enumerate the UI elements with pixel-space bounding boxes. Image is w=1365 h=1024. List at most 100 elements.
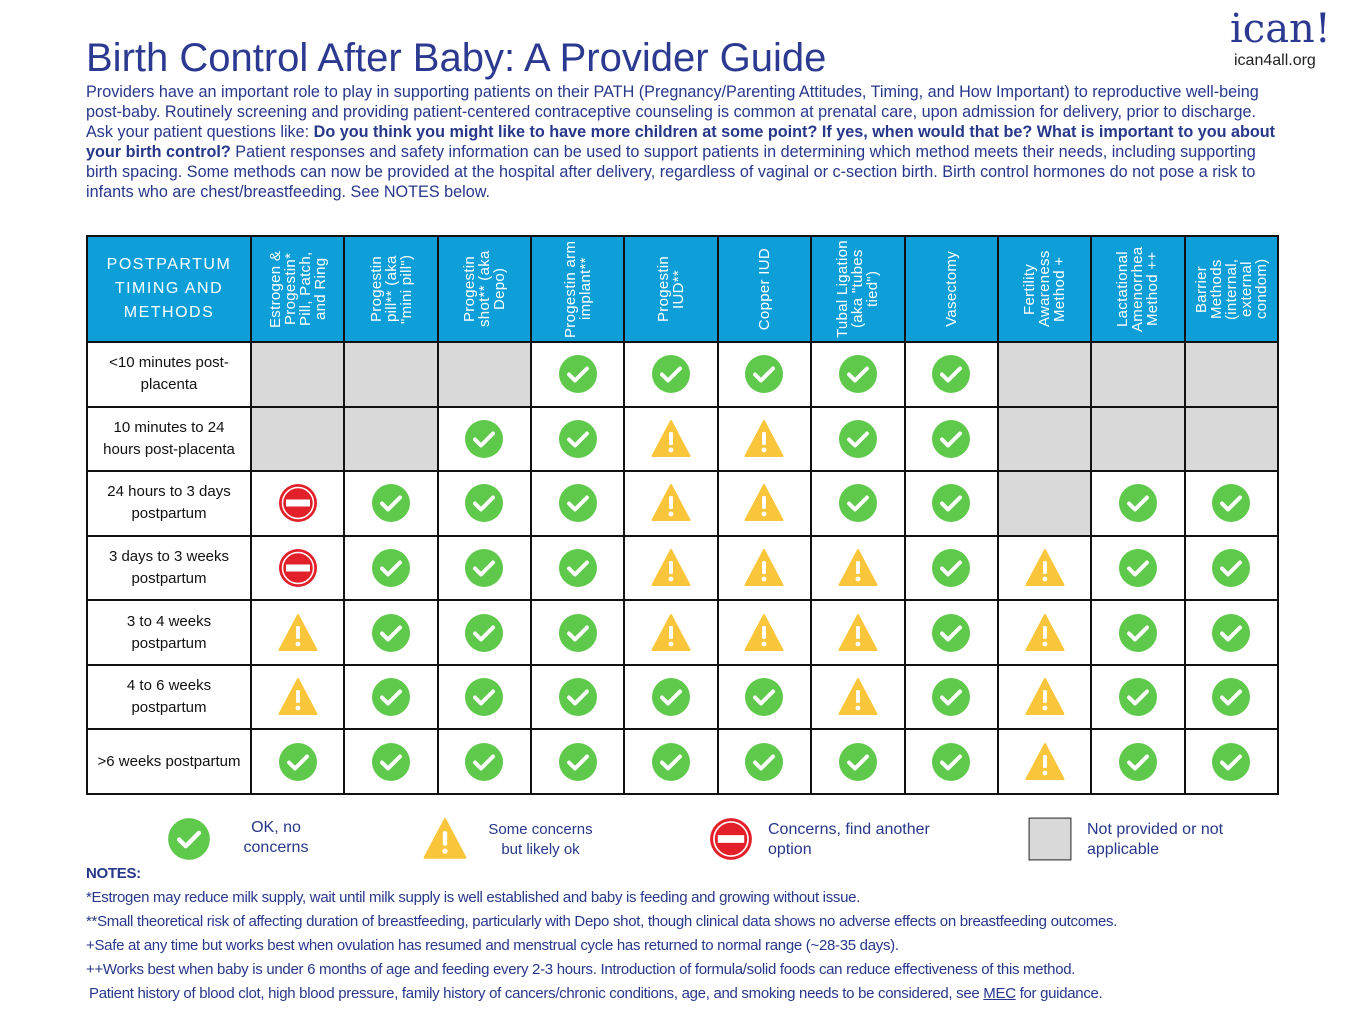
status-cell — [438, 665, 531, 729]
status-cell — [1092, 472, 1184, 535]
status-icon — [278, 677, 318, 717]
status-cell — [345, 665, 437, 729]
status-cell — [625, 343, 717, 406]
status-cell — [718, 730, 811, 793]
status-icon — [651, 677, 691, 717]
status-icon — [371, 742, 411, 782]
row-label: >6 weeks postpartum — [88, 730, 250, 793]
status-cell — [998, 601, 1091, 664]
status-icon — [838, 677, 878, 717]
status-cell — [438, 407, 531, 471]
status-icon — [838, 354, 878, 394]
status-icon — [558, 548, 598, 588]
column-header: Fertility Awareness Method + — [998, 237, 1091, 341]
status-icon — [1118, 548, 1158, 588]
status-cell — [1092, 407, 1184, 471]
status-cell — [438, 536, 531, 600]
note: +Safe at any time but works best when ov… — [86, 937, 899, 954]
mec-link[interactable]: MEC — [983, 985, 1016, 1002]
status-icon — [464, 548, 504, 588]
status-icon — [464, 483, 504, 523]
row-label: 3 days to 3 weeks postpartum — [88, 536, 250, 600]
note: **Small theoretical risk of affecting du… — [86, 913, 1118, 930]
status-icon — [838, 548, 878, 588]
note: Patient history of blood clot, high bloo… — [86, 982, 1336, 1006]
status-cell — [1185, 343, 1277, 406]
column-label: Lactational Amenorrhea Method ++ — [1114, 246, 1162, 332]
logo: ican! — [1230, 6, 1331, 52]
status-cell — [905, 472, 997, 535]
status-cell — [905, 536, 997, 600]
intro: Providers have an important role to play… — [86, 82, 1286, 202]
intro-text: Providers have an important role to play… — [86, 83, 1259, 141]
status-cell — [625, 472, 717, 535]
status-cell — [718, 343, 811, 406]
status-cell — [532, 472, 624, 535]
status-cell — [812, 343, 904, 406]
title: Birth Control After Baby: A Provider Gui… — [86, 36, 827, 80]
status-icon — [1211, 677, 1251, 717]
status-cell — [1092, 536, 1184, 600]
status-cell — [905, 407, 997, 471]
status-icon — [651, 548, 691, 588]
table: POSTPARTUM TIMING AND METHODS Estrogen & … — [86, 235, 1279, 795]
status-icon — [558, 419, 598, 459]
legend-icon — [709, 817, 753, 861]
status-cell — [718, 665, 811, 729]
status-cell — [252, 665, 344, 729]
status-icon — [558, 613, 598, 653]
notes: NOTES: *Estrogen may reduce milk supply, … — [86, 862, 1336, 1006]
status-cell — [438, 343, 531, 406]
status-icon — [931, 354, 971, 394]
corner-header: POSTPARTUM TIMING AND METHODS — [88, 237, 250, 341]
column-label: Tubal Ligation (aka "tubes tied") — [834, 240, 882, 338]
notes-heading: NOTES: — [86, 865, 141, 882]
status-cell — [812, 407, 904, 471]
status-icon — [744, 742, 784, 782]
column-header: Progestin shot** (aka Depo) — [438, 237, 531, 341]
status-cell — [812, 472, 904, 535]
status-cell — [905, 665, 997, 729]
column-label: Copper IUD — [755, 247, 773, 331]
legend-label: Concerns, find another option — [768, 821, 930, 858]
status-cell — [252, 536, 344, 600]
status-cell — [718, 601, 811, 664]
status-icon — [278, 742, 318, 782]
status-cell — [1185, 730, 1277, 793]
status-cell — [532, 536, 624, 600]
note: *Estrogen may reduce milk supply, wait u… — [86, 889, 861, 906]
status-icon — [558, 742, 598, 782]
intro-text: Do you think you might like to have more… — [86, 123, 1276, 161]
status-cell — [345, 343, 437, 406]
column-header: Barrier Methods (internal, external cond… — [1185, 237, 1277, 341]
column-header: Progestin arm implant** — [532, 237, 624, 341]
status-cell — [345, 472, 437, 535]
status-icon — [1211, 548, 1251, 588]
status-cell — [998, 536, 1091, 600]
status-cell — [998, 472, 1091, 535]
status-cell — [345, 601, 437, 664]
status-icon — [371, 677, 411, 717]
status-icon — [1211, 613, 1251, 653]
status-icon — [838, 483, 878, 523]
status-cell — [252, 407, 344, 471]
column-header: Vasectomy — [905, 237, 997, 341]
status-icon — [931, 613, 971, 653]
column-label: Fertility Awareness Method + — [1021, 250, 1069, 328]
status-cell — [252, 343, 344, 406]
logo-url: ican4all.org — [1234, 52, 1316, 69]
column-label: Estrogen & Progestin* Pill, Patch, and R… — [266, 250, 329, 328]
legend-label: Some concerns but likely ok — [488, 821, 593, 858]
status-cell — [905, 601, 997, 664]
note-text: Patient history of blood clot, high bloo… — [89, 985, 984, 1002]
status-cell — [345, 536, 437, 600]
status-cell — [345, 407, 437, 471]
status-icon — [558, 483, 598, 523]
status-cell — [718, 536, 811, 600]
status-cell — [345, 730, 437, 793]
status-cell — [1092, 730, 1184, 793]
column-header: Tubal Ligation (aka "tubes tied") — [812, 237, 904, 341]
status-icon — [838, 613, 878, 653]
status-icon — [1118, 742, 1158, 782]
